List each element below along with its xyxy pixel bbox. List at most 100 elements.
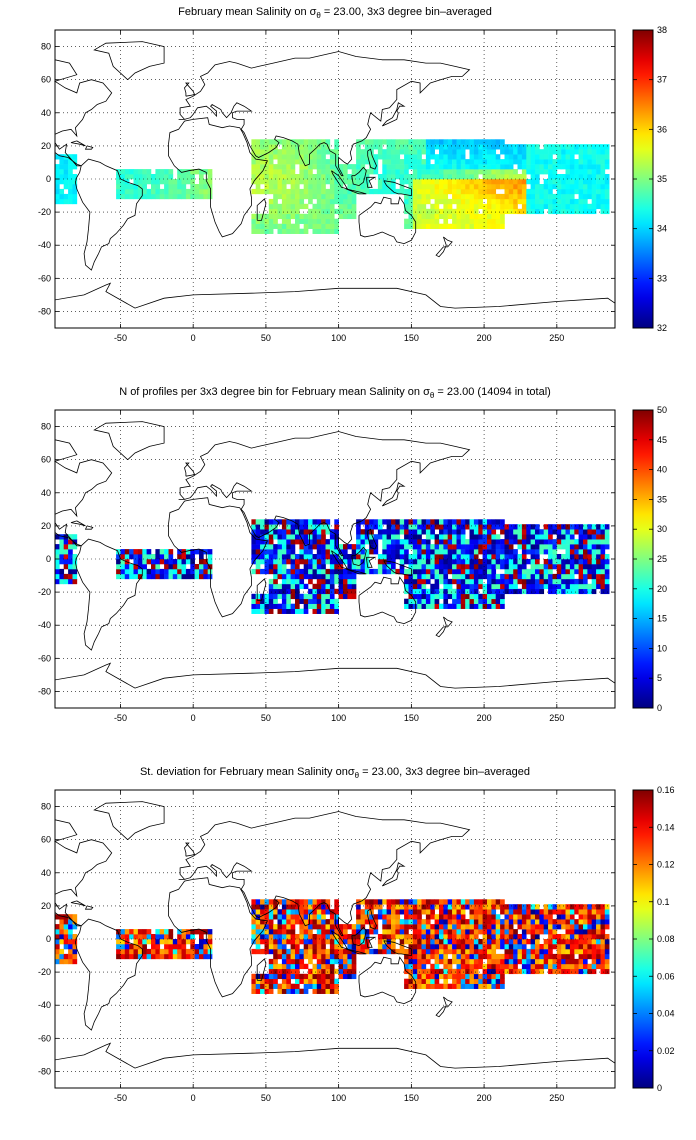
data-cell — [535, 573, 540, 580]
data-cell — [295, 188, 300, 195]
data-cell — [473, 174, 479, 180]
data-cell — [364, 169, 370, 175]
data-cell — [303, 188, 309, 195]
data-cell — [308, 139, 313, 145]
data-cell — [59, 154, 65, 160]
data-cell — [55, 924, 60, 930]
data-cell — [343, 208, 348, 215]
data-cell — [364, 934, 370, 940]
data-cell — [583, 939, 588, 945]
y-tick-label: 40 — [41, 108, 51, 118]
data-cell — [295, 573, 300, 580]
data-cell — [334, 549, 339, 555]
data-cell — [59, 953, 65, 960]
data-cell — [504, 549, 510, 555]
data-cell — [565, 529, 571, 535]
data-cell — [530, 948, 536, 955]
data-cell — [478, 154, 483, 160]
panel-profile-count: N of profiles per 3x3 degree bin for Feb… — [0, 380, 696, 760]
data-cell — [286, 948, 291, 955]
data-cell — [596, 958, 601, 965]
data-cell — [482, 564, 488, 570]
data-cell — [404, 934, 409, 940]
data-cell — [526, 193, 531, 200]
data-cell — [260, 909, 265, 915]
data-cell — [443, 948, 449, 955]
data-cell — [434, 944, 440, 950]
data-cell — [268, 939, 274, 945]
data-cell — [556, 144, 562, 150]
data-cell — [543, 578, 549, 585]
data-cell — [356, 524, 361, 530]
data-cell — [316, 929, 322, 935]
data-cell — [299, 218, 305, 224]
data-cell — [587, 929, 593, 935]
data-cell — [587, 583, 593, 590]
data-cell — [356, 934, 361, 940]
data-cell — [155, 564, 161, 570]
data-cell — [439, 909, 444, 915]
data-cell — [295, 598, 300, 604]
data-cell — [491, 958, 497, 965]
coastline — [93, 801, 165, 840]
data-cell — [439, 164, 444, 170]
data-cell — [334, 929, 339, 935]
data-cell — [290, 583, 296, 590]
colorbar-tick-label: 50 — [657, 405, 667, 415]
std-deviation-map: -50 0 50 100 150 200 250806040200-20-40-60-800… — [38, 785, 675, 1103]
data-cell — [151, 953, 156, 960]
data-cell — [316, 529, 322, 535]
data-cell — [439, 544, 444, 550]
data-cell — [508, 919, 514, 925]
data-cell — [569, 544, 575, 550]
data-cell — [303, 899, 309, 905]
data-cell — [316, 608, 322, 614]
data-cell — [530, 904, 536, 910]
data-cell — [255, 549, 261, 555]
data-cell — [146, 179, 152, 185]
data-cell — [430, 544, 435, 550]
data-cell — [295, 559, 300, 565]
data-cell — [299, 159, 305, 165]
data-cell — [273, 169, 278, 175]
data-cell — [543, 188, 549, 195]
data-cell — [295, 159, 300, 165]
data-cell — [129, 948, 134, 955]
data-cell — [583, 948, 588, 955]
data-cell — [583, 184, 588, 190]
data-cell — [565, 939, 571, 945]
data-cell — [469, 213, 475, 220]
data-cell — [281, 899, 287, 905]
data-cell — [251, 948, 257, 955]
data-cell — [473, 149, 479, 155]
data-cell — [404, 578, 409, 585]
data-cell — [251, 159, 257, 165]
data-cell — [360, 554, 366, 560]
data-cell — [159, 934, 165, 940]
colorbar-tick-label: 25 — [657, 554, 667, 564]
x-tick-label: -50 — [114, 333, 127, 343]
data-cell — [521, 578, 527, 585]
data-cell — [164, 929, 169, 935]
data-cell — [460, 968, 466, 975]
data-cell — [434, 169, 440, 175]
data-cell — [251, 904, 257, 910]
data-cell — [168, 944, 174, 950]
data-cell — [343, 578, 348, 585]
data-cell — [277, 929, 283, 935]
data-cell — [530, 198, 536, 205]
data-cell — [63, 958, 69, 965]
data-cell — [59, 544, 65, 550]
data-cell — [530, 154, 536, 160]
data-cell — [421, 159, 427, 165]
data-cell — [539, 958, 545, 965]
data-cell — [565, 963, 571, 970]
data-cell — [456, 179, 462, 185]
data-cell — [421, 139, 427, 145]
data-cell — [199, 568, 204, 575]
data-cell — [452, 973, 457, 980]
data-cell — [487, 578, 492, 585]
data-cell — [478, 213, 483, 220]
data-cell — [68, 534, 73, 540]
coastline — [358, 576, 417, 625]
